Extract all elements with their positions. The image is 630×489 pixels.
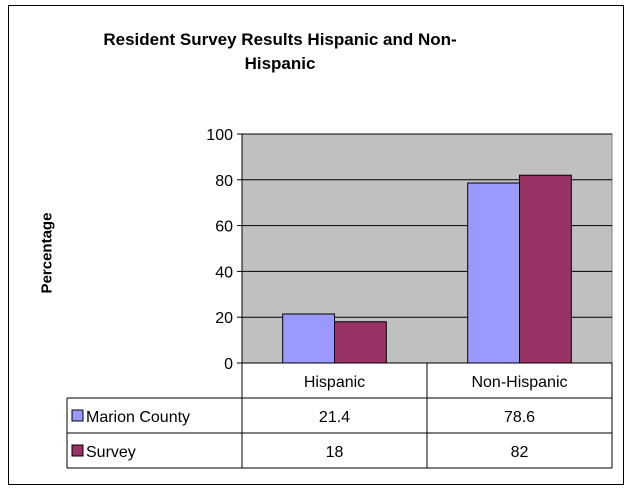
y-tick-label: 100	[206, 127, 233, 144]
y-tick-label: 60	[215, 219, 233, 236]
legend-series-name: Survey	[86, 444, 136, 461]
legend-series-name: Marion County	[86, 409, 190, 426]
data-value-label: 82	[511, 444, 529, 461]
chart-title: Resident Survey Results Hispanic and Non…	[103, 30, 457, 73]
y-tick-label: 0	[224, 356, 233, 373]
x-category-label: Non-Hispanic	[471, 374, 567, 391]
y-tick-label: 20	[215, 310, 233, 327]
y-tick-label: 40	[215, 264, 233, 281]
bar	[519, 174, 572, 364]
data-value-label: 78.6	[504, 409, 535, 426]
x-category-label: Hispanic	[304, 374, 365, 391]
data-value-label: 18	[326, 444, 344, 461]
bar	[467, 182, 521, 364]
legend-swatch	[71, 444, 84, 457]
data-value-label: 21.4	[319, 409, 350, 426]
y-tick-label: 80	[215, 173, 233, 190]
bar	[334, 321, 387, 364]
legend-swatch	[71, 409, 84, 422]
bar	[282, 313, 336, 364]
